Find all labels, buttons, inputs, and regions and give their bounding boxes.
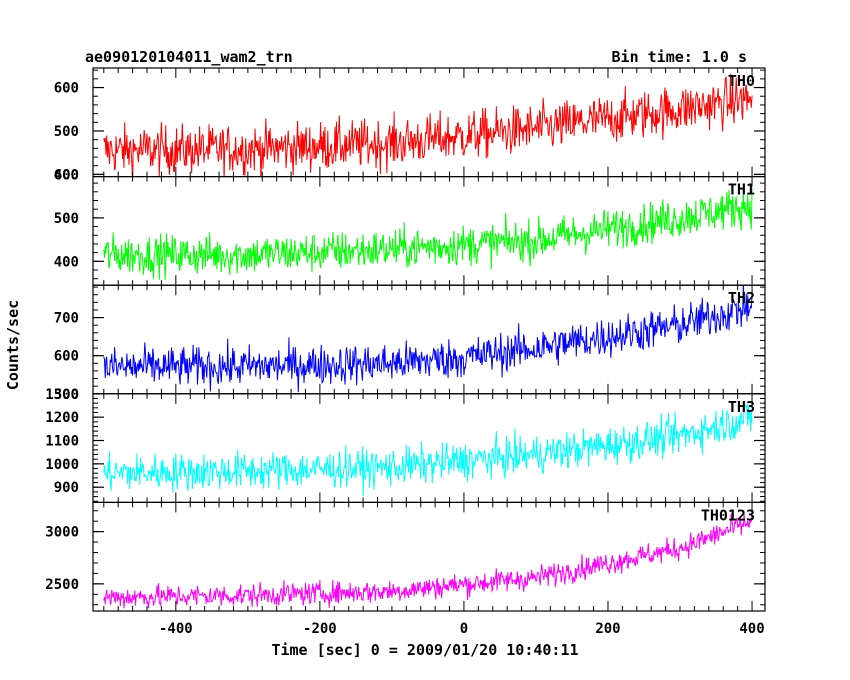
y-tick-label: 400 <box>54 254 79 270</box>
y-tick-label: 2500 <box>45 577 79 593</box>
x-tick-label: -400 <box>159 621 193 637</box>
series-name-label: TH1 <box>728 181 755 199</box>
panel-th3: 900 1000 1100 1200 1300 TH3 <box>45 387 766 503</box>
x-tick-label: 400 <box>739 621 764 637</box>
y-tick-label: 1200 <box>45 410 79 426</box>
y-tick-label: 500 <box>54 124 79 140</box>
y-tick-label: 700 <box>54 311 79 327</box>
panel-frame <box>92 284 766 395</box>
series-line-th0123 <box>103 512 753 609</box>
x-axis-label: Time [sec] 0 = 2009/01/20 10:40:11 <box>271 641 578 659</box>
y-tick-label: 1300 <box>45 387 79 403</box>
series-line-th0 <box>103 73 753 177</box>
x-tick-label: 0 <box>460 621 468 637</box>
x-axis: -400 -200 0 200 400 <box>159 621 765 637</box>
panel-frame <box>92 176 766 286</box>
plot-title: ae090120104011_wam2_trn <box>85 48 293 66</box>
y-tick-label: 600 <box>54 349 79 365</box>
series-name-label: TH2 <box>728 289 755 307</box>
y-axis-label: Counts/sec <box>4 300 22 390</box>
series-name-label: TH3 <box>728 398 755 416</box>
bin-time-label: Bin time: 1.0 s <box>612 48 747 66</box>
x-tick-label: -200 <box>303 621 337 637</box>
y-tick-label: 600 <box>54 81 79 97</box>
y-tick-label: 3000 <box>45 525 79 541</box>
y-tick-label: 500 <box>54 211 79 227</box>
y-tick-label: 500 <box>54 387 79 403</box>
y-tick-label: 900 <box>54 480 79 496</box>
panel-frame <box>92 67 766 178</box>
y-tick-label: 1100 <box>45 434 79 450</box>
series-line-th1 <box>103 187 753 280</box>
y-tick-label: 1000 <box>45 457 79 473</box>
panel-frame <box>92 501 766 612</box>
panel-stack: 400 500 600 TH0 400 500 600 TH1 500 600 700 TH2 900 1… <box>45 67 766 612</box>
x-tick-label: 200 <box>595 621 620 637</box>
y-tick-label: 600 <box>54 167 79 183</box>
panel-th1: 400 500 600 TH1 <box>54 167 766 286</box>
series-line-th2 <box>103 285 753 393</box>
panel-th0: 400 500 600 TH0 <box>54 67 766 183</box>
panel-th0123: 2500 3000 TH0123 <box>45 501 766 612</box>
panel-th2: 500 600 700 TH2 <box>54 284 766 403</box>
series-name-label: TH0123 <box>701 506 755 524</box>
series-name-label: TH0 <box>728 72 755 90</box>
series-line-th3 <box>103 403 753 497</box>
y-tick-label: 400 <box>54 167 79 183</box>
